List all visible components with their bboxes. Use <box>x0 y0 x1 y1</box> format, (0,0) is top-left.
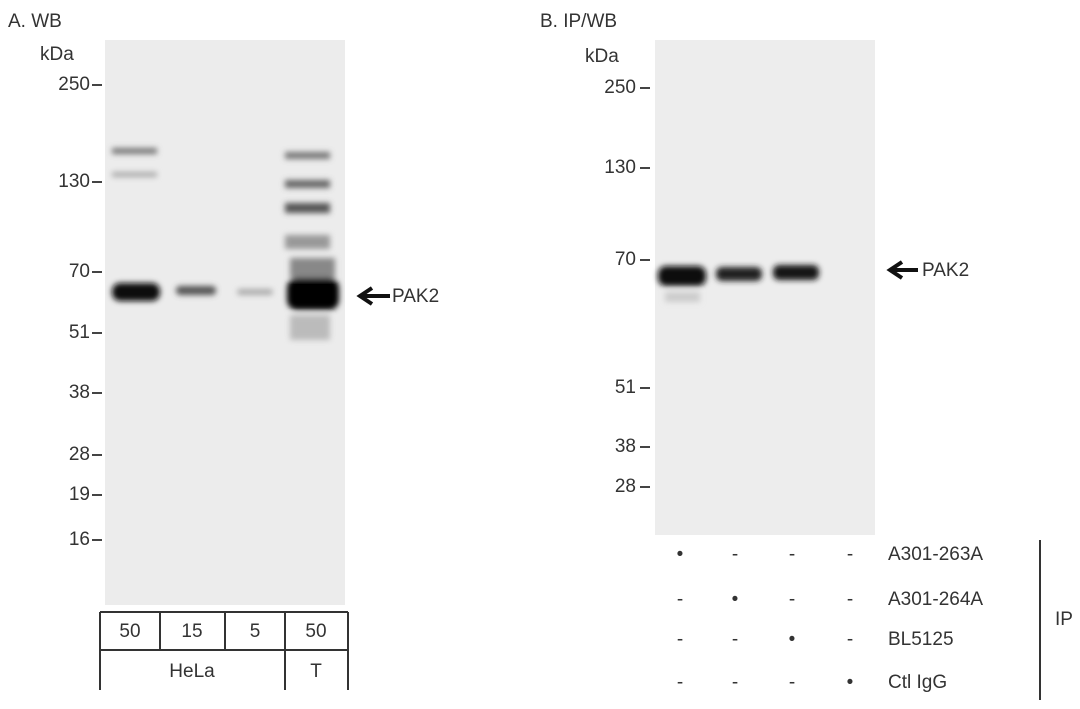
marker-label: 19 <box>69 484 90 505</box>
ip-mark: - <box>789 544 795 565</box>
ip-mark: - <box>847 544 853 565</box>
panel-label: A. WB <box>8 11 62 32</box>
ip-row-label: A301-263A <box>888 544 983 565</box>
ip-mark: • <box>847 672 854 693</box>
panel-label: B. IP/WB <box>540 11 617 32</box>
ip-row-label: A301-264A <box>888 589 983 610</box>
unit-label: kDa <box>585 46 619 67</box>
arrow <box>886 260 918 280</box>
ip-mark: - <box>677 629 683 650</box>
ip-mark: - <box>732 544 738 565</box>
marker-label: 250 <box>604 77 636 98</box>
ip-mark: - <box>847 589 853 610</box>
blot <box>655 40 875 535</box>
marker-label: 28 <box>615 476 636 497</box>
cell-line: HeLa <box>169 661 215 682</box>
marker-label: 38 <box>69 382 90 403</box>
ip-row-label: BL5125 <box>888 629 954 650</box>
target-label: PAK2 <box>922 260 969 281</box>
lane-load: 5 <box>250 621 261 642</box>
marker-label: 51 <box>615 377 636 398</box>
marker-label: 28 <box>69 444 90 465</box>
cell-line: T <box>310 661 322 682</box>
ip-row-label: Ctl IgG <box>888 672 947 693</box>
ip-label: IP <box>1055 609 1073 630</box>
unit-label: kDa <box>40 44 74 65</box>
ip-mark: • <box>677 544 684 565</box>
marker-label: 70 <box>615 249 636 270</box>
lane-table <box>99 611 349 690</box>
target-label: PAK2 <box>392 286 439 307</box>
ip-mark: - <box>732 672 738 693</box>
ip-mark: - <box>732 629 738 650</box>
ip-mark: • <box>789 629 796 650</box>
marker-label: 38 <box>615 436 636 457</box>
lane-load: 15 <box>181 621 202 642</box>
marker-label: 51 <box>69 322 90 343</box>
ip-mark: - <box>789 589 795 610</box>
marker-label: 70 <box>69 261 90 282</box>
ip-mark: • <box>732 589 739 610</box>
ip-mark: - <box>677 589 683 610</box>
marker-label: 250 <box>58 74 90 95</box>
arrow <box>356 286 390 306</box>
marker-label: 16 <box>69 529 90 550</box>
marker-label: 130 <box>58 171 90 192</box>
marker-label: 130 <box>604 157 636 178</box>
bands <box>112 148 339 340</box>
bands <box>658 265 819 302</box>
ip-mark: - <box>789 672 795 693</box>
ip-mark: - <box>677 672 683 693</box>
lane-load: 50 <box>119 621 140 642</box>
ip-mark: - <box>847 629 853 650</box>
lane-load: 50 <box>305 621 326 642</box>
